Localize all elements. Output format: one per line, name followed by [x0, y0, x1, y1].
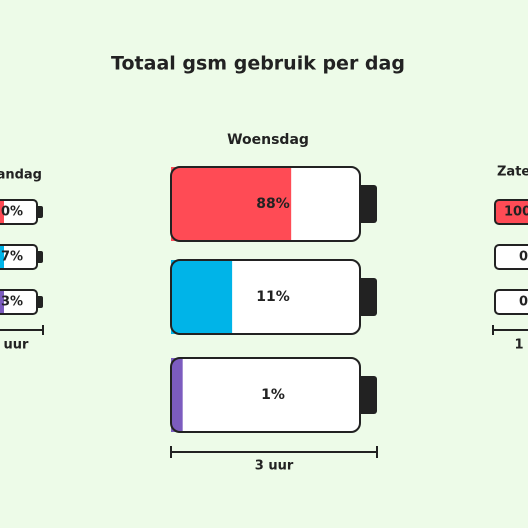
- battery-label: 0: [519, 250, 528, 265]
- battery-fill: [171, 358, 183, 432]
- battery-outline: [170, 357, 361, 433]
- battery-body: [494, 244, 528, 270]
- battery-body: [171, 358, 360, 432]
- battery-label: 11%: [256, 289, 290, 305]
- battery-outline: [170, 259, 361, 335]
- battery-body: [0, 244, 38, 270]
- battery-outline: [170, 166, 361, 242]
- battery-fill: [171, 260, 233, 334]
- day-title: andag: [0, 168, 42, 183]
- battery-label: 0: [519, 295, 528, 310]
- battery-label: 88%: [256, 196, 290, 212]
- scale-label: 1: [514, 338, 523, 353]
- battery-body: [494, 199, 528, 225]
- battery-terminal: [358, 278, 377, 316]
- battery-body: [494, 289, 528, 315]
- day-title: Woensdag: [227, 132, 309, 148]
- day-title: Zate: [497, 165, 528, 180]
- battery-label: 1%: [261, 387, 285, 403]
- battery-body: [0, 199, 38, 225]
- battery-label: 100: [504, 205, 528, 220]
- page-title: Totaal gsm gebruik per dag: [111, 53, 405, 75]
- battery-terminal: [358, 185, 377, 223]
- battery-label: 3%: [1, 295, 23, 310]
- battery-fill: [0, 201, 4, 223]
- batteries: 88% 11% 1% 3 uur 0% 7% 3% uur 100 0 0 1: [0, 166, 528, 474]
- scale-label: uur: [4, 338, 30, 353]
- battery-fill: [0, 291, 4, 313]
- scale-label: 3 uur: [255, 459, 294, 474]
- battery-fill: [0, 246, 4, 268]
- battery-label: 0%: [1, 205, 23, 220]
- battery-fill: [171, 167, 292, 241]
- battery-body: [0, 289, 38, 315]
- battery-label: 7%: [1, 250, 23, 265]
- battery-terminal: [358, 376, 377, 414]
